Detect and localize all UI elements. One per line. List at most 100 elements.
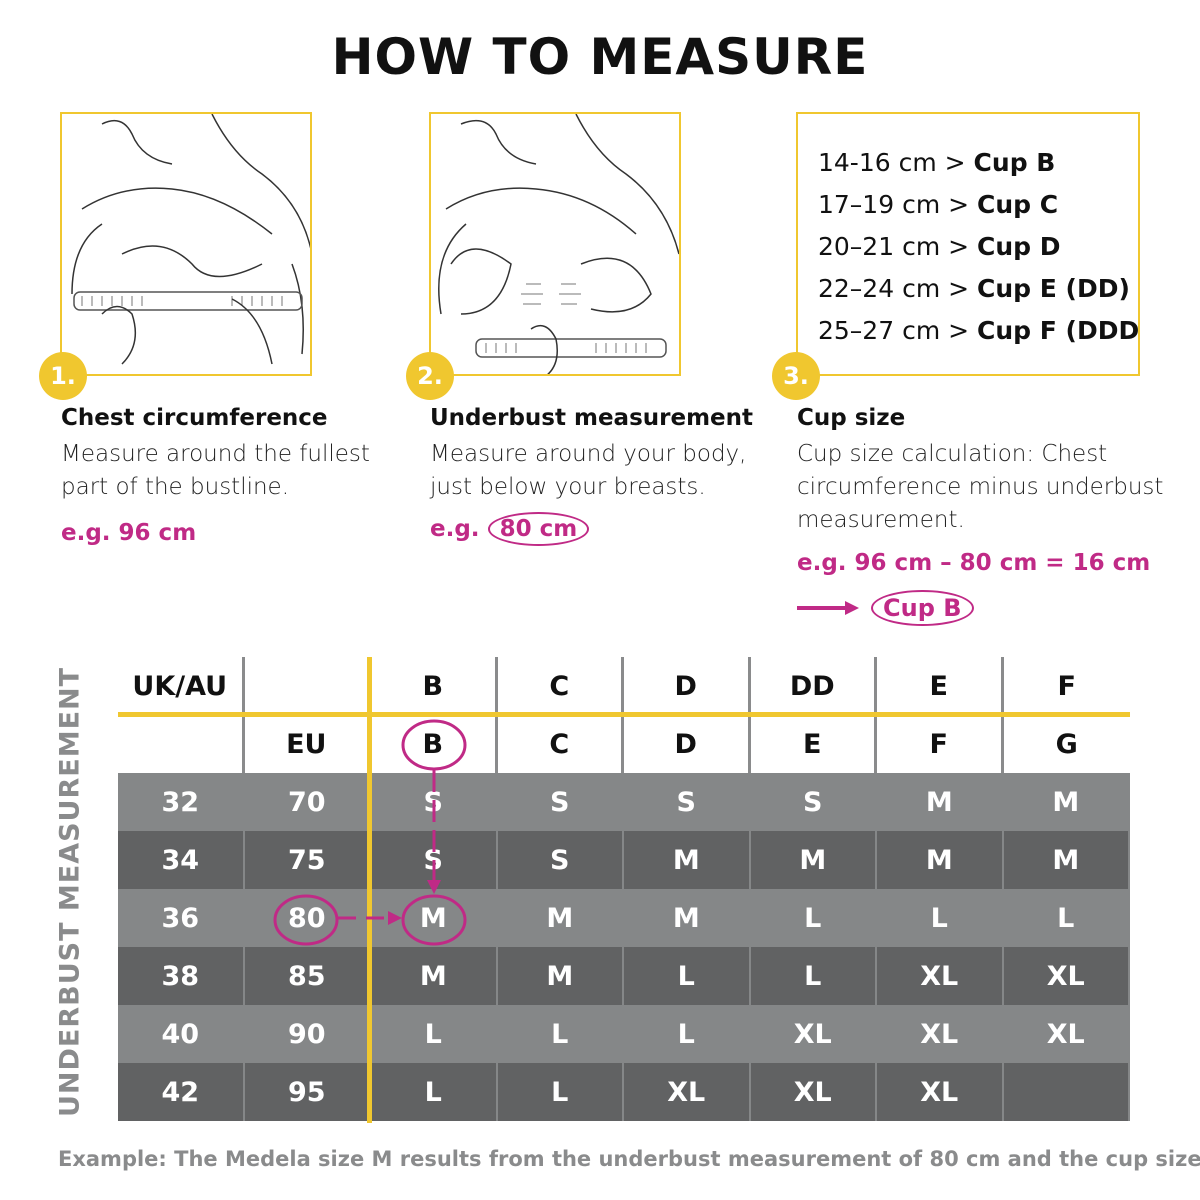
table-cell: 75 <box>244 831 371 889</box>
table-cell: M <box>371 889 498 947</box>
step-1-title: Chest circumference <box>61 405 328 431</box>
table-cell: 34 <box>118 831 245 889</box>
size-chart-table: UK/AU B C D DD E F EU B C D E F G 32 70 S S S S M M 34 75 S S M M M M… <box>118 657 1130 1121</box>
underbust-example-value: 80 cm <box>487 512 590 546</box>
table-cell: 85 <box>244 947 371 1005</box>
table-cell: D <box>624 657 751 715</box>
table-row: 40 90 L L L XL XL XL <box>118 1005 1130 1063</box>
table-cell: XL <box>624 1063 751 1121</box>
table-cell: F <box>877 715 1004 773</box>
table-cell: M <box>624 889 751 947</box>
table-cell: UK/AU <box>118 657 245 715</box>
table-cell: E <box>750 715 877 773</box>
table-cell: B <box>371 657 498 715</box>
table-cell: M <box>624 831 751 889</box>
table-cell: S <box>497 773 624 831</box>
cup-range-item: 20–21 cm > Cup D <box>818 226 1138 268</box>
cup-range: 20–21 cm > <box>818 232 970 261</box>
table-row: 42 95 L L XL XL XL <box>118 1063 1130 1121</box>
table-cell: 38 <box>118 947 245 1005</box>
table-cell: S <box>497 831 624 889</box>
table-cell: 90 <box>244 1005 371 1063</box>
arrow-right-icon <box>797 601 859 615</box>
cup-size-table: 14-16 cm > Cup B 17–19 cm > Cup C 20–21 cm… <box>796 112 1140 376</box>
cup-label: Cup E (DD) <box>977 274 1130 303</box>
cup-result-value: Cup B <box>871 590 974 626</box>
table-cell: M <box>497 947 624 1005</box>
table-cell <box>1003 1063 1130 1121</box>
table-cell: M <box>371 947 498 1005</box>
table-cell: L <box>371 1005 498 1063</box>
table-cell: L <box>750 947 877 1005</box>
table-cell: L <box>624 947 751 1005</box>
step-3-description: Cup size calculation: Chest circumferenc… <box>797 441 1164 533</box>
table-cell: B <box>371 715 498 773</box>
table-cell <box>244 657 371 715</box>
table-cell <box>118 715 245 773</box>
cup-range: 25–27 cm > <box>818 316 970 345</box>
table-cell: G <box>1003 715 1130 773</box>
step-2-example: e.g. 80 cm <box>430 512 590 546</box>
table-cell: L <box>877 889 1004 947</box>
table-cell: 95 <box>244 1063 371 1121</box>
cup-label: Cup C <box>977 190 1059 219</box>
table-cell: L <box>497 1063 624 1121</box>
column-divider <box>367 657 372 1123</box>
table-cell: C <box>497 715 624 773</box>
cup-label: Cup D <box>977 232 1061 261</box>
table-cell: S <box>750 773 877 831</box>
table-row: 36 80 M M M L L L <box>118 889 1130 947</box>
table-cell: 40 <box>118 1005 245 1063</box>
step-3-example: e.g. 96 cm – 80 cm = 16 cm <box>797 550 1151 576</box>
cup-range: 17–19 cm > <box>818 190 970 219</box>
step-3-badge: 3. <box>772 352 820 400</box>
table-cell: XL <box>750 1063 877 1121</box>
cup-label: Cup B <box>973 148 1056 177</box>
step-1-badge: 1. <box>39 352 87 400</box>
table-cell: S <box>624 773 751 831</box>
table-cell: L <box>750 889 877 947</box>
cup-range-item: 25–27 cm > Cup F (DDD) <box>818 310 1138 352</box>
table-cell: M <box>1003 773 1130 831</box>
table-cell: XL <box>750 1005 877 1063</box>
measuring-underbust-illustration <box>429 112 681 376</box>
cup-result: Cup B <box>797 590 974 626</box>
cup-range-item: 14-16 cm > Cup B <box>818 142 1138 184</box>
underbust-measurement-label: UNDERBUST MEASUREMENT <box>54 666 86 1118</box>
table-cell: 70 <box>244 773 371 831</box>
table-cell: L <box>371 1063 498 1121</box>
cup-label: Cup F (DDD) <box>977 316 1140 345</box>
table-cell: S <box>371 773 498 831</box>
table-cell: XL <box>1003 947 1130 1005</box>
table-cell: S <box>371 831 498 889</box>
example-prefix: e.g. <box>430 516 480 542</box>
cup-range: 22–24 cm > <box>818 274 970 303</box>
table-cell: M <box>497 889 624 947</box>
table-cell: 32 <box>118 773 245 831</box>
page-title: HOW TO MEASURE <box>331 28 869 86</box>
table-cell: XL <box>1003 1005 1130 1063</box>
table-cell: M <box>877 773 1004 831</box>
table-cell: 80 <box>244 889 371 947</box>
table-cell: D <box>624 715 751 773</box>
table-row: 38 85 M M L L XL XL <box>118 947 1130 1005</box>
step-2-badge: 2. <box>406 352 454 400</box>
table-cell: 42 <box>118 1063 245 1121</box>
step-2-description: Measure around your body, just below you… <box>430 441 747 500</box>
table-cell: XL <box>877 1005 1004 1063</box>
table-cell: F <box>1003 657 1130 715</box>
table-cell: M <box>1003 831 1130 889</box>
step-1-example: e.g. 96 cm <box>61 520 197 546</box>
step-3-title: Cup size <box>797 405 906 431</box>
table-cell: EU <box>244 715 371 773</box>
cup-range: 14-16 cm > <box>818 148 966 177</box>
table-cell: L <box>624 1005 751 1063</box>
header-divider <box>118 712 1130 717</box>
table-cell: 36 <box>118 889 245 947</box>
table-cell: L <box>1003 889 1130 947</box>
cup-range-item: 22–24 cm > Cup E (DD) <box>818 268 1138 310</box>
table-cell: E <box>877 657 1004 715</box>
table-cell: M <box>877 831 1004 889</box>
step-1-description: Measure around the fullest part of the b… <box>61 441 370 500</box>
footnote: Example: The Medela size M results from … <box>58 1147 1200 1171</box>
